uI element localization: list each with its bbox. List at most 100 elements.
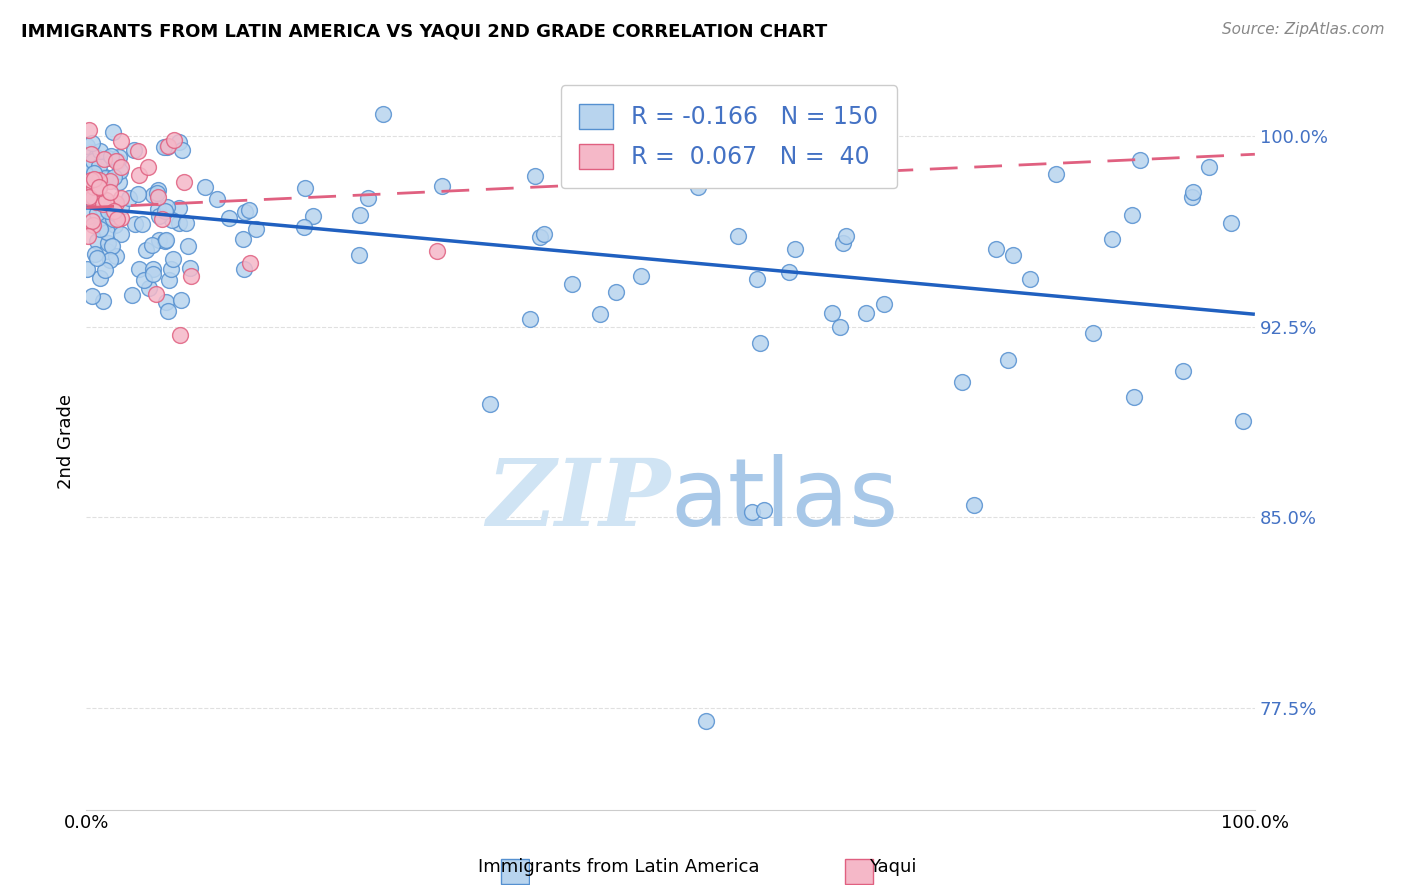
Point xyxy=(830,319,852,334)
Point xyxy=(180,269,202,284)
Point xyxy=(94,171,117,186)
Point xyxy=(238,202,260,217)
Point xyxy=(87,181,110,195)
Point xyxy=(82,153,104,168)
Point xyxy=(179,260,201,275)
Text: ZIP: ZIP xyxy=(486,455,671,545)
Point xyxy=(727,228,749,243)
Point xyxy=(157,273,180,287)
Point xyxy=(80,145,103,159)
Point xyxy=(741,505,763,519)
Point xyxy=(1019,272,1042,286)
Point xyxy=(141,237,163,252)
Point xyxy=(292,220,315,235)
Point xyxy=(347,247,370,261)
Point xyxy=(77,183,100,197)
Point xyxy=(169,327,191,342)
Point xyxy=(110,134,132,148)
Point xyxy=(153,203,176,218)
Point xyxy=(153,139,176,153)
Point xyxy=(294,180,316,194)
Point xyxy=(87,180,110,194)
Point xyxy=(432,179,454,194)
Legend: R = -0.166   N = 150, R =  0.067   N =  40: R = -0.166 N = 150, R = 0.067 N = 40 xyxy=(561,85,897,188)
Point xyxy=(478,397,501,411)
Point xyxy=(233,205,256,219)
Point xyxy=(1182,186,1205,200)
Point xyxy=(142,187,165,202)
Point xyxy=(1129,153,1152,167)
Point xyxy=(82,136,104,151)
Point xyxy=(97,235,120,250)
Point xyxy=(86,234,108,248)
Point xyxy=(174,216,197,230)
Point xyxy=(93,263,115,277)
Point xyxy=(148,184,170,198)
Point xyxy=(97,151,120,165)
Point xyxy=(1122,390,1144,404)
Point xyxy=(155,233,177,247)
Point xyxy=(302,209,325,223)
Point xyxy=(82,166,104,180)
Point xyxy=(997,353,1019,368)
Point xyxy=(77,209,100,223)
Point xyxy=(156,138,179,153)
Point xyxy=(1219,216,1241,230)
Point xyxy=(87,173,110,187)
Point xyxy=(110,211,132,225)
Point xyxy=(100,252,122,267)
Point xyxy=(821,306,844,320)
Point xyxy=(138,281,160,295)
Point xyxy=(205,192,228,206)
Point xyxy=(86,195,108,210)
Point xyxy=(155,234,177,248)
Point xyxy=(1232,414,1254,428)
Point xyxy=(96,225,118,239)
Point xyxy=(124,218,146,232)
Point xyxy=(950,375,973,389)
Point xyxy=(96,244,118,258)
Point xyxy=(104,154,127,169)
Point xyxy=(1171,364,1194,378)
Point xyxy=(136,161,159,175)
Point xyxy=(357,191,380,205)
Point xyxy=(170,144,193,158)
Point xyxy=(156,140,179,154)
Point xyxy=(162,252,184,266)
Point xyxy=(83,179,105,194)
Point xyxy=(752,503,775,517)
Point xyxy=(156,304,179,318)
Point xyxy=(82,189,104,203)
Point xyxy=(131,217,153,231)
Point xyxy=(94,214,117,228)
Point xyxy=(371,107,394,121)
Point xyxy=(785,243,807,257)
Point xyxy=(159,262,181,277)
Point xyxy=(1001,248,1024,262)
Point xyxy=(91,293,114,308)
Text: Source: ZipAtlas.com: Source: ZipAtlas.com xyxy=(1222,22,1385,37)
Point xyxy=(135,243,157,257)
Point xyxy=(110,227,132,241)
Point xyxy=(142,267,165,281)
Point xyxy=(167,135,190,149)
Point xyxy=(832,236,855,251)
Point xyxy=(156,200,179,214)
Point xyxy=(110,191,132,205)
Point xyxy=(76,139,98,153)
Point xyxy=(82,194,104,209)
Point xyxy=(855,306,877,320)
Point xyxy=(745,272,768,286)
Point xyxy=(177,239,200,253)
Point xyxy=(86,206,108,220)
Point xyxy=(1045,167,1067,181)
Text: IMMIGRANTS FROM LATIN AMERICA VS YAQUI 2ND GRADE CORRELATION CHART: IMMIGRANTS FROM LATIN AMERICA VS YAQUI 2… xyxy=(21,22,827,40)
Point xyxy=(1198,160,1220,174)
Point xyxy=(79,190,101,204)
Point xyxy=(86,251,108,265)
Point xyxy=(83,246,105,260)
Y-axis label: 2nd Grade: 2nd Grade xyxy=(58,393,75,489)
Point xyxy=(82,218,104,232)
Point xyxy=(160,213,183,227)
Point xyxy=(170,293,193,307)
